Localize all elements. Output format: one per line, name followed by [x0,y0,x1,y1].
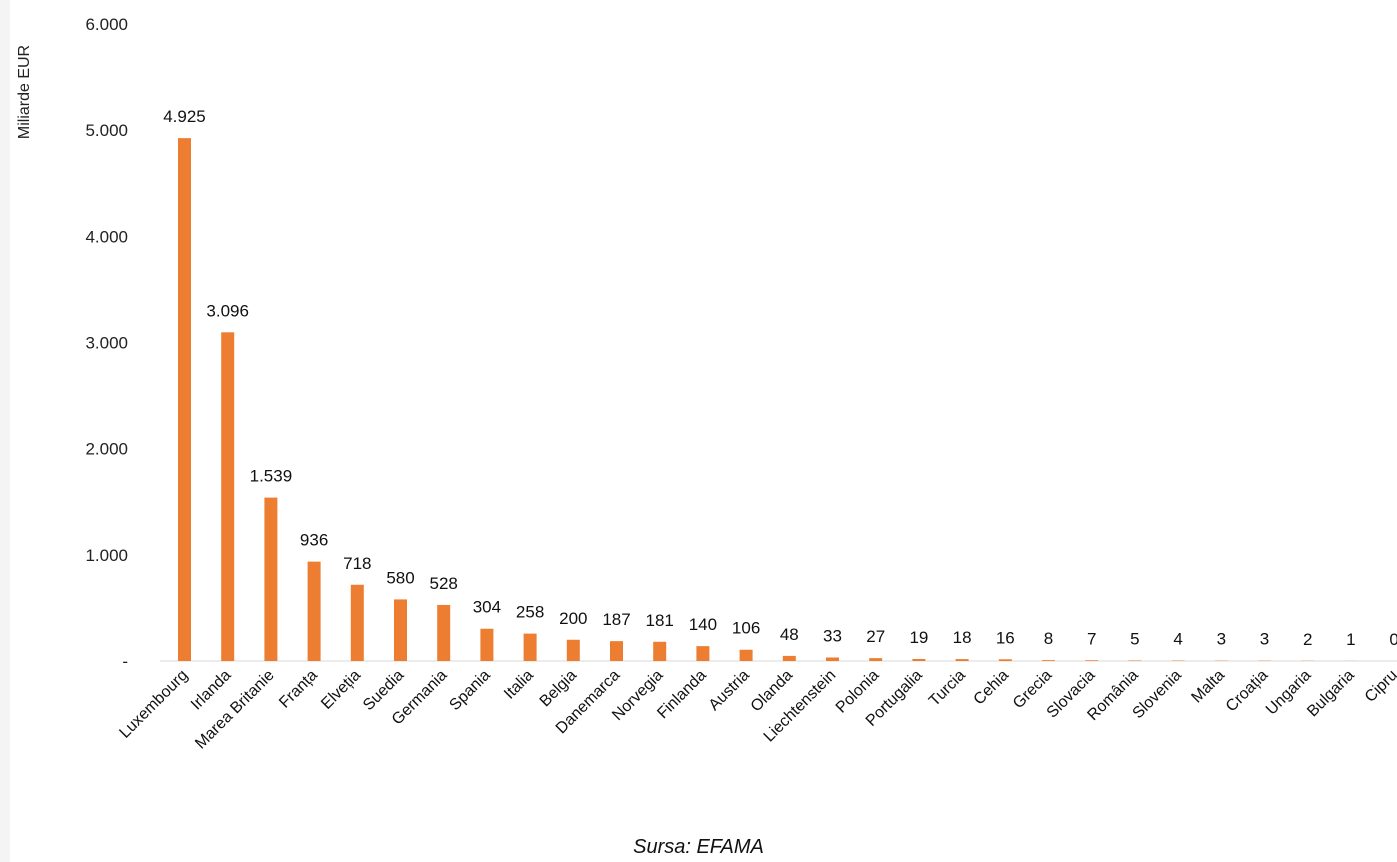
bar [610,641,623,661]
bar [696,646,710,661]
category-label: Cehia [971,667,1013,709]
y-tick-label: 3.000 [85,334,128,353]
data-label: 140 [689,615,717,634]
category-label: Elveția [318,667,364,713]
data-label: 106 [732,619,760,638]
bar [1128,660,1142,661]
data-label: 181 [646,611,674,630]
bar [437,604,451,661]
bar [523,633,537,661]
y-tick-label: 1.000 [85,546,128,565]
category-label: Bulgaria [1304,667,1358,721]
category-label: Luxembourg [116,667,191,742]
data-label: 33 [823,626,842,645]
bar [394,599,407,661]
data-label: 187 [602,610,630,629]
bar [178,138,191,662]
bar [566,639,580,661]
data-label: 7 [1087,629,1096,648]
bar [912,658,926,661]
bar [480,628,494,661]
bar [1085,660,1099,661]
data-label: 48 [780,625,799,644]
bar [221,332,235,661]
bar [350,584,364,661]
data-label: 4 [1173,630,1182,649]
category-label: Marea Britanie [192,667,278,753]
y-tick-label: 5.000 [85,121,128,140]
category-label: Austria [706,667,753,714]
category-label: Spania [446,667,493,714]
data-label: 18 [953,628,972,647]
data-label: 2 [1303,630,1312,649]
data-label: 258 [516,603,544,622]
bar [1042,660,1055,661]
data-label: 3 [1260,630,1269,649]
bar [653,641,667,661]
y-axis-title: Miliarde EUR [16,45,33,139]
bar-chart: Miliarde EUR - 1.000 2.000 3.000 4.000 5.000 6… [16,15,1397,753]
bar [307,561,321,661]
data-label: 1.539 [250,467,293,486]
data-label: 936 [300,531,328,550]
y-tick-label: 6.000 [85,15,128,34]
data-label: 16 [996,628,1015,647]
bar [826,657,839,661]
data-label: 5 [1130,629,1139,648]
data-label: 200 [559,609,587,628]
chart-area: Miliarde EUR - 1.000 2.000 3.000 4.000 5.000 6… [10,0,1397,862]
y-axis-ticks: - 1.000 2.000 3.000 4.000 5.000 6.000 [85,15,128,671]
bar [264,497,278,661]
category-label: Turcia [926,667,969,710]
data-label: 4.925 [163,107,206,126]
y-tick-label: 2.000 [85,440,128,459]
category-label: Franța [276,667,321,712]
bar [739,649,753,661]
data-label: 3.096 [206,301,249,320]
data-label: 0 [1389,630,1397,649]
y-tick-label: - [122,652,128,671]
category-label: Malta [1188,667,1228,707]
data-label: 8 [1044,629,1053,648]
source-note: Sursa: EFAMA [633,836,764,858]
y-tick-label: 4.000 [85,227,128,246]
data-label: 580 [386,568,414,587]
data-label: 19 [909,628,928,647]
bar [782,655,796,661]
data-label: 528 [430,574,458,593]
data-label: 3 [1217,630,1226,649]
data-label: 304 [473,598,501,617]
data-label: 718 [343,554,371,573]
data-label: 1 [1346,630,1355,649]
category-label: Cipru [1362,667,1397,706]
bar [869,658,883,661]
category-label: Italia [501,667,537,703]
bars [178,138,1358,662]
bar [998,659,1012,661]
bar [955,659,969,661]
data-label: 27 [866,627,885,646]
